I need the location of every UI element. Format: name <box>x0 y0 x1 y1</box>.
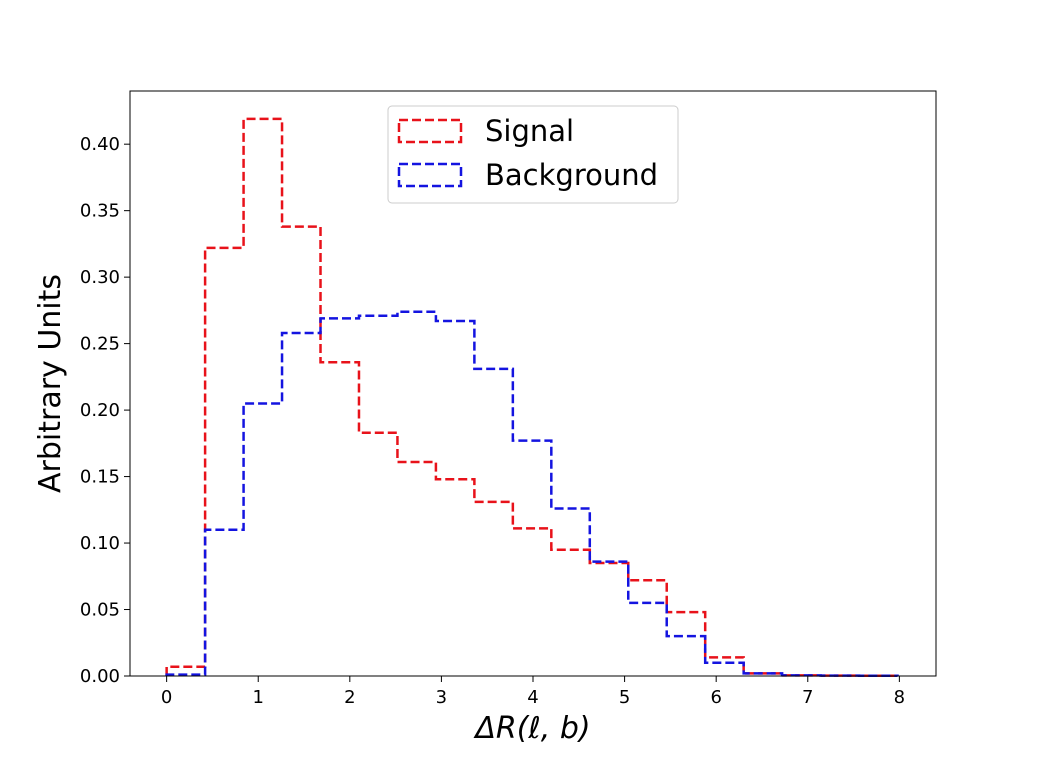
legend-swatch-background <box>397 162 463 188</box>
x-tick-label: 7 <box>802 687 813 708</box>
y-tick-label: 0.10 <box>80 533 120 554</box>
y-tick-label: 0.25 <box>80 334 120 355</box>
y-tick-label: 0.20 <box>80 400 120 421</box>
x-tick-label: 2 <box>344 687 355 708</box>
y-tick-label: 0.40 <box>80 134 120 155</box>
plot-frame <box>129 90 937 677</box>
x-axis-ticks: 0 1 2 3 4 5 6 7 8 <box>161 676 905 708</box>
x-axis-label: ΔR(ℓ, b) <box>473 711 590 746</box>
histogram-signal <box>165 117 899 677</box>
y-tick-label: 0.00 <box>80 666 120 687</box>
legend-label-background: Background <box>485 158 658 192</box>
legend: Signal Background <box>387 105 679 204</box>
y-axis-ticks: 0.00 0.05 0.10 0.15 0.20 0.25 0.30 0.35 0.40 <box>80 134 130 687</box>
x-tick-label: 8 <box>894 687 905 708</box>
x-tick-label: 3 <box>436 687 447 708</box>
x-tick-label: 5 <box>619 687 630 708</box>
y-axis-label: Arbitrary Units <box>33 274 68 493</box>
legend-label-signal: Signal <box>485 114 574 148</box>
histogram-background <box>165 310 899 677</box>
x-tick-label: 1 <box>253 687 264 708</box>
y-tick-label: 0.05 <box>80 600 120 621</box>
histogram-series <box>165 117 899 677</box>
y-tick-label: 0.30 <box>80 267 120 288</box>
y-tick-label: 0.15 <box>80 467 120 488</box>
x-tick-label: 6 <box>710 687 721 708</box>
x-tick-label: 4 <box>527 687 538 708</box>
legend-swatch-signal <box>397 118 463 144</box>
x-tick-label: 0 <box>161 687 172 708</box>
y-tick-label: 0.35 <box>80 201 120 222</box>
